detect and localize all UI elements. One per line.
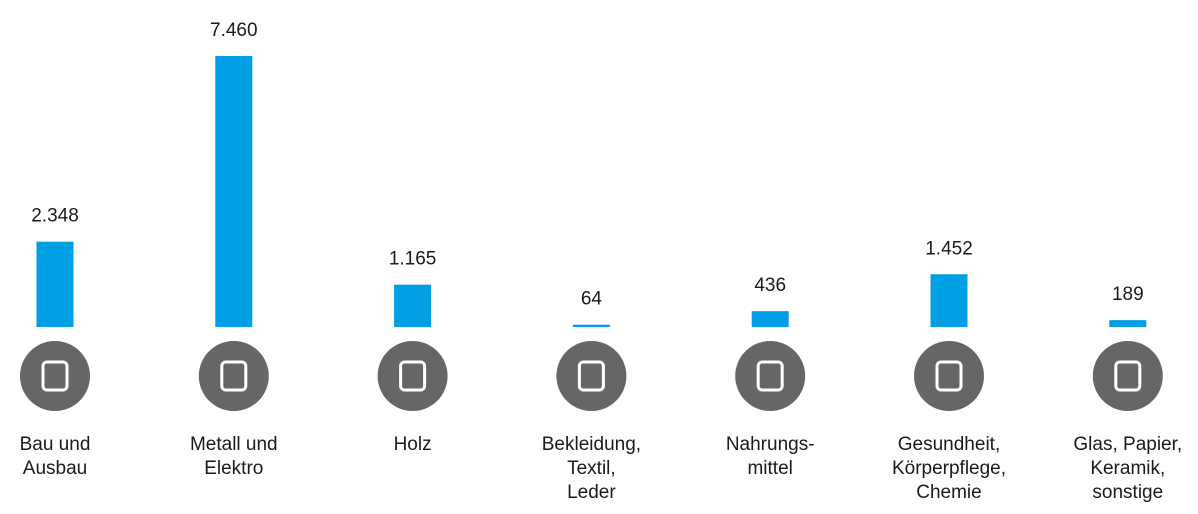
category-label: Bekleidung, Textil, Leder	[542, 434, 641, 503]
category-icon	[556, 341, 627, 411]
category-label-line: Metall und	[190, 434, 278, 455]
value-label: 64	[581, 289, 603, 310]
category-icon	[1092, 341, 1163, 411]
category-icon	[198, 341, 269, 411]
category-icon	[735, 341, 806, 411]
value-label: 189	[1112, 284, 1144, 305]
category-icon	[914, 341, 984, 411]
value-label: 2.348	[31, 206, 79, 227]
value-label: 1.165	[389, 249, 437, 270]
category-label-line: Nahrungs-	[726, 434, 815, 455]
bar	[572, 324, 610, 327]
category-label-line: Elektro	[204, 458, 263, 479]
category-label-line: Körperpflege,	[892, 458, 1006, 479]
value-label: 436	[754, 275, 786, 296]
category-label-line: Textil,	[567, 458, 616, 479]
value-label: 7.460	[210, 20, 258, 41]
icon-glyph	[399, 360, 427, 392]
category-label-line: Chemie	[916, 482, 981, 503]
category-label-line: Leder	[567, 482, 616, 503]
category-label-line: Bau und	[20, 434, 91, 455]
icon-glyph	[220, 360, 248, 392]
category-label: Bau und Ausbau	[20, 434, 91, 479]
category-icon	[377, 341, 448, 411]
category-label-line: mittel	[747, 458, 792, 479]
category-label-line: Gesundheit,	[898, 434, 1000, 455]
icon-glyph	[577, 360, 605, 392]
category-label-line: Ausbau	[23, 458, 87, 479]
category-label-line: Bekleidung,	[542, 434, 641, 455]
category-label: Glas, Papier, Keramik, sonstige	[1073, 434, 1182, 503]
bar	[36, 241, 74, 327]
category-label: Gesundheit, Körperpflege, Chemie	[892, 434, 1006, 503]
icon-glyph	[756, 360, 784, 392]
category-label: Holz	[394, 434, 432, 455]
bar	[930, 274, 968, 327]
icon-glyph	[41, 360, 69, 392]
icon-glyph	[1114, 360, 1142, 392]
category-label: Nahrungs-mittel	[726, 434, 815, 479]
category-label-line: Holz	[394, 434, 432, 455]
category-label-line: Keramik,	[1090, 458, 1165, 479]
category-icon	[20, 341, 90, 411]
bar	[751, 311, 789, 327]
category-label-line: sonstige	[1092, 482, 1163, 503]
category-label-line: Glas, Papier,	[1073, 434, 1182, 455]
bar	[215, 56, 253, 327]
bar	[1109, 320, 1147, 327]
icon-glyph	[935, 360, 963, 392]
category-label: Metall und Elektro	[190, 434, 278, 479]
value-label: 1.452	[925, 238, 973, 259]
bar	[394, 284, 432, 327]
